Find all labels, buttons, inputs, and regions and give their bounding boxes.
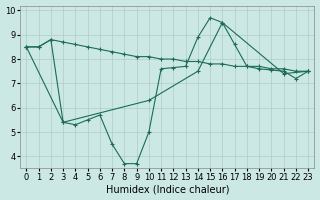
X-axis label: Humidex (Indice chaleur): Humidex (Indice chaleur) <box>106 184 229 194</box>
